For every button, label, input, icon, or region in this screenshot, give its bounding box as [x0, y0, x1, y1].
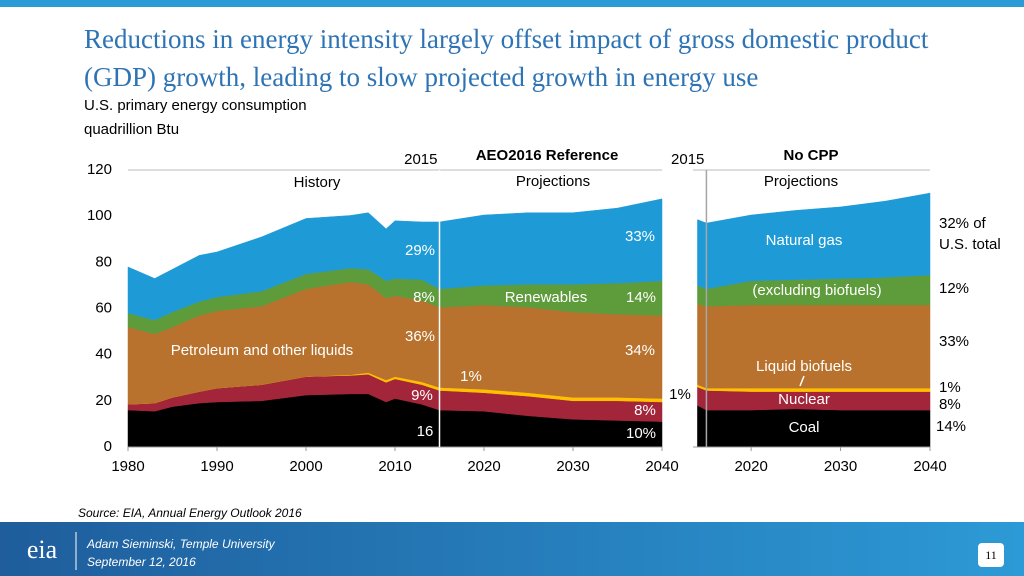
x-tick-label: 2040 [645, 458, 678, 475]
divider-label: 2015 [671, 151, 704, 168]
y-tick-label: 0 [104, 438, 112, 455]
series-label: Natural gas [766, 232, 843, 249]
footer-bar [0, 522, 1024, 576]
subtitle: U.S. primary energy consumption [84, 97, 307, 114]
logo: eia [27, 535, 58, 564]
annotation: History [294, 174, 341, 191]
pointer [799, 375, 805, 387]
annotation: 1% [669, 386, 691, 403]
annotation: Projections [764, 173, 838, 190]
annotation: U.S. total [939, 236, 1001, 253]
x-tick-label: 2010 [378, 458, 411, 475]
annotation: 1% [939, 379, 961, 396]
author: Adam Sieminski, Temple University [86, 537, 276, 551]
y-tick-label: 120 [87, 161, 112, 178]
x-tick-label: 2000 [289, 458, 322, 475]
x-tick-label: 2020 [734, 458, 767, 475]
annotation: 14% [626, 289, 656, 306]
area [697, 192, 931, 290]
annotation: 14% [936, 418, 966, 435]
date: September 12, 2016 [87, 555, 196, 569]
divider-label: 2015 [404, 151, 437, 168]
page-box [978, 543, 1004, 567]
x-tick-label: 1990 [200, 458, 233, 475]
annotation: 10% [626, 425, 656, 442]
annotation: 8% [939, 396, 961, 413]
page-number: 11 [985, 548, 997, 562]
y-tick-label: 100 [87, 207, 112, 224]
series-label: Renewables [505, 289, 588, 306]
title: Reductions in energy intensity largely o… [84, 24, 929, 92]
series-label: Nuclear [778, 391, 830, 408]
annotation: 32% of [939, 215, 987, 232]
unit-label: quadrillion Btu [84, 121, 180, 138]
top-bar [0, 0, 1024, 7]
annotation: Projections [516, 173, 590, 190]
annotation: 8% [634, 402, 656, 419]
panel-title: No CPP [783, 147, 838, 164]
series-label: (excluding biofuels) [752, 282, 881, 299]
annotation: 1% [460, 368, 482, 385]
annotation: 33% [625, 228, 655, 245]
y-tick-label: 80 [95, 253, 112, 270]
annotation: 9% [411, 387, 433, 404]
annotation: 8% [413, 289, 435, 306]
annotation: 34% [625, 342, 655, 359]
series-label: Petroleum and other liquids [171, 342, 354, 359]
area [127, 198, 663, 321]
annotation: 12% [939, 280, 969, 297]
y-tick-label: 20 [95, 392, 112, 409]
x-tick-label: 1980 [111, 458, 144, 475]
annotation: 33% [939, 333, 969, 350]
series-label: Liquid biofuels [756, 358, 852, 375]
annotation: 29% [405, 242, 435, 259]
area [697, 303, 931, 389]
y-tick-label: 40 [95, 346, 112, 363]
x-tick-label: 2020 [467, 458, 500, 475]
x-tick-label: 2030 [556, 458, 589, 475]
annotation: 16 [417, 423, 434, 440]
series-label: Coal [789, 419, 820, 436]
source: Source: EIA, Annual Energy Outlook 2016 [78, 506, 302, 520]
annotation: 36% [405, 328, 435, 345]
y-tick-label: 60 [95, 299, 112, 316]
x-tick-label: 2030 [824, 458, 857, 475]
panel-title: AEO2016 Reference [476, 147, 619, 164]
x-tick-label: 2040 [913, 458, 946, 475]
